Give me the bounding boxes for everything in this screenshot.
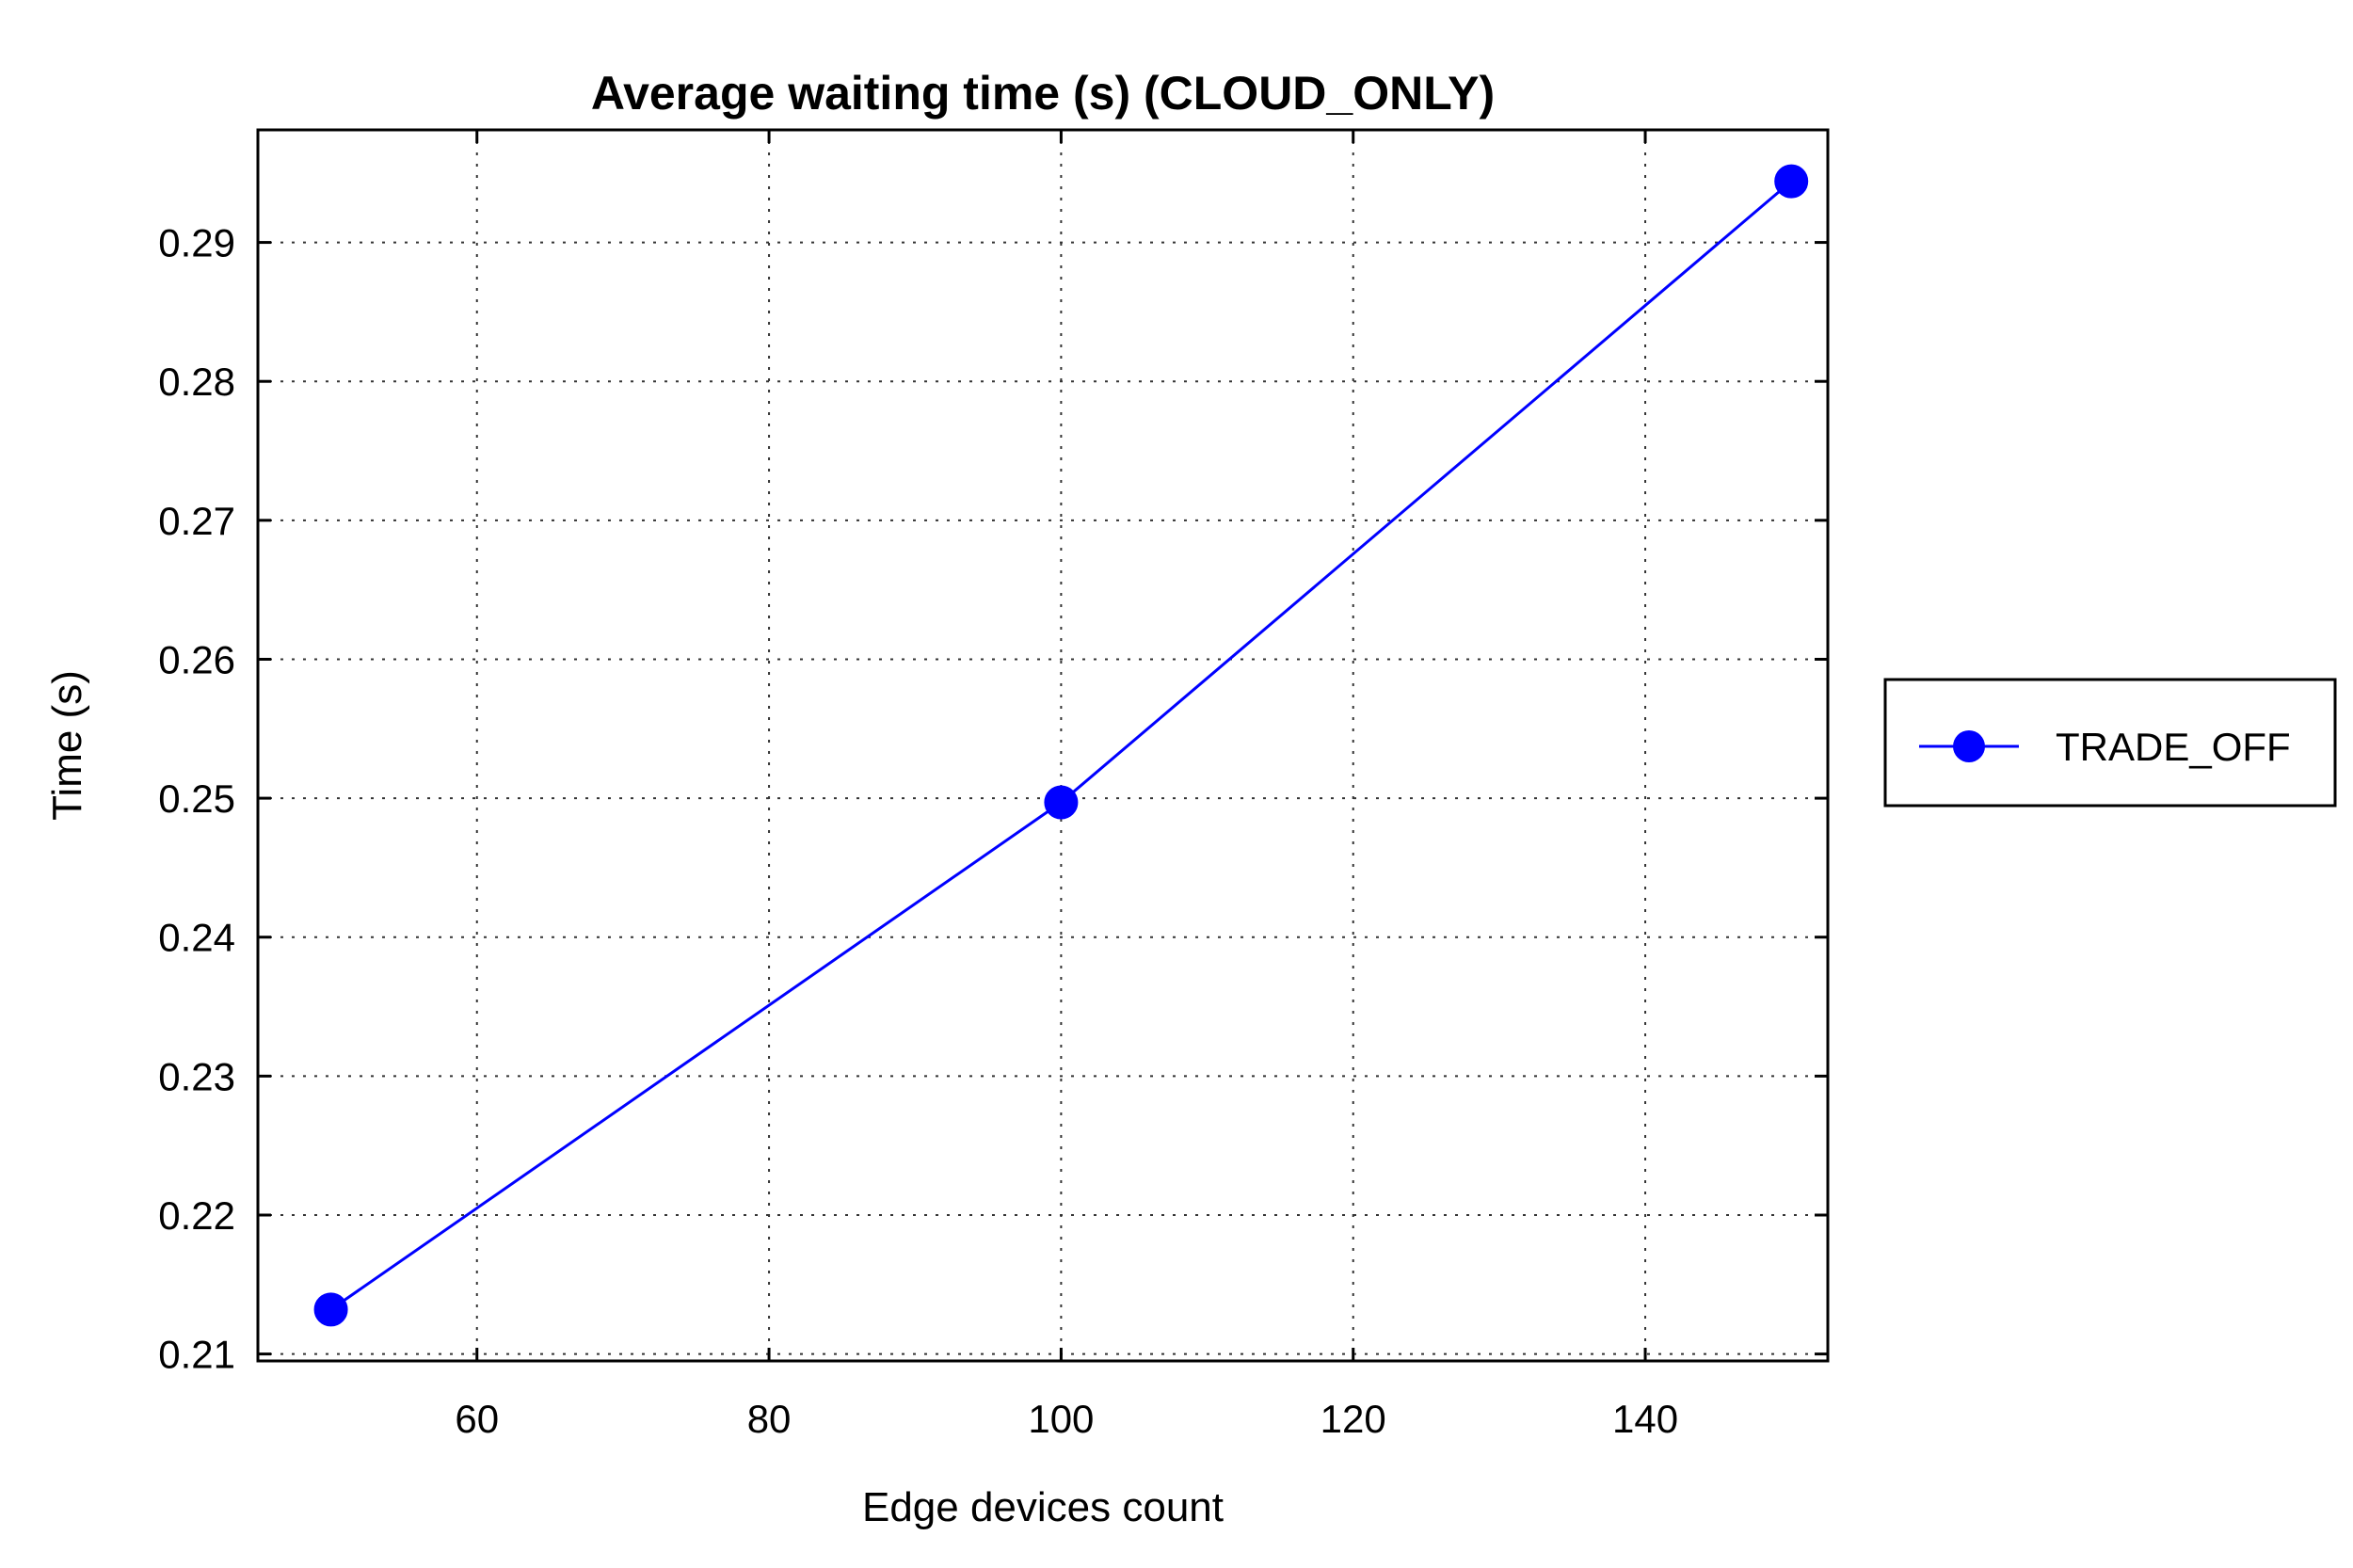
axis-ticks: 60 80 100 120 140 0.21 0.22 0.23 0.24 0.25 0.26 0.2… (158, 130, 1828, 1441)
legend-label-trade-off: TRADE_OFF (2056, 725, 2291, 769)
x-axis-label: Edge devices count (862, 1484, 1224, 1530)
y-tick-label: 0.27 (158, 499, 235, 543)
chart-title: Average waiting time (s) (CLOUD_ONLY) (591, 67, 1495, 120)
y-tick-label: 0.24 (158, 916, 235, 960)
y-tick-label: 0.21 (158, 1333, 235, 1377)
x-tick-label: 120 (1321, 1397, 1386, 1441)
y-axis-label: Time (s) (44, 670, 90, 821)
data-point-trade-off (1774, 164, 1809, 199)
legend: TRADE_OFF (1883, 678, 2337, 808)
y-tick-label: 0.22 (158, 1193, 235, 1238)
y-tick-label: 0.26 (158, 637, 235, 681)
grid (258, 130, 1828, 1361)
y-tick-label: 0.25 (158, 776, 235, 821)
x-tick-label: 100 (1028, 1397, 1094, 1441)
data-point-trade-off (313, 1292, 348, 1327)
y-tick-label: 0.28 (158, 360, 235, 404)
x-tick-label: 60 (455, 1397, 499, 1441)
data-point-trade-off (1044, 785, 1079, 820)
y-tick-label: 0.29 (158, 221, 235, 265)
y-tick-label: 0.23 (158, 1054, 235, 1098)
x-tick-label: 140 (1612, 1397, 1678, 1441)
x-tick-label: 80 (747, 1397, 792, 1441)
plot-area-frame (256, 128, 1830, 1363)
series-layer (313, 164, 1809, 1327)
legend-marker-trade-off (1953, 730, 1985, 762)
